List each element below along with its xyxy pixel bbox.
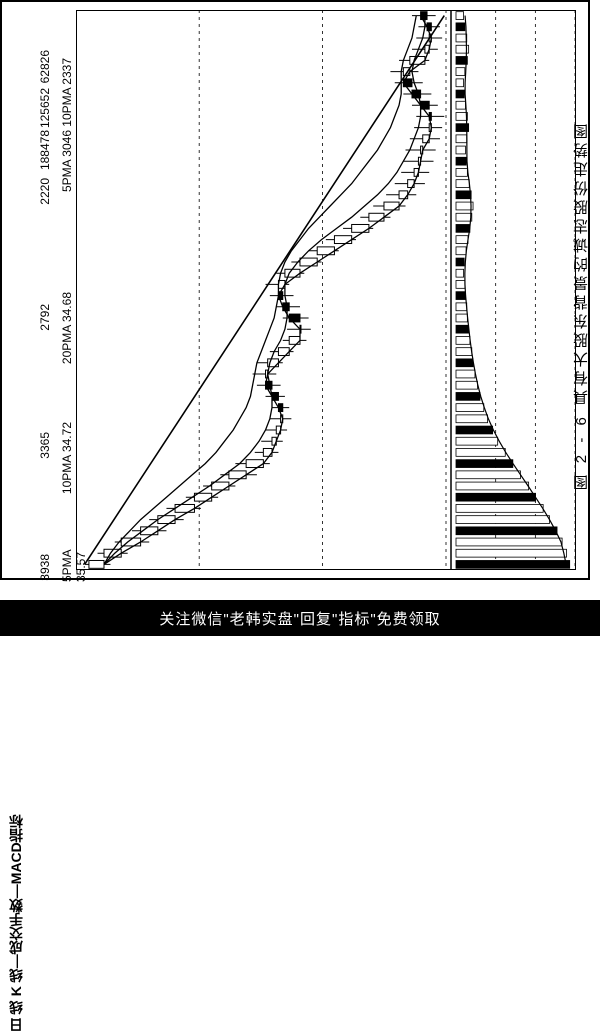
figure-caption: 图 2 - 6 具有大股东背景的诚志股份走势图 [571, 120, 592, 490]
chart-title-vertical: 日 线 K 线—成交手数—MACD指标 [6, 522, 26, 1032]
vol-ma5-label: 5PMA 3046 [60, 130, 74, 192]
kline-chart-svg [76, 10, 576, 570]
footer-pre: 关注微信 [159, 608, 223, 629]
footer-quoted2: "指标" [332, 608, 377, 629]
price-tick-2792: 2792 [38, 304, 52, 331]
page-root: 日 线 K 线—成交手数—MACD指标 3938 3365 2792 2220 … [0, 0, 600, 636]
footer-mid: 回复 [300, 608, 332, 629]
price-tick-2220: 2220 [38, 178, 52, 205]
price-tick-3938: 3938 [38, 554, 52, 581]
vol-tick-62826: 62826 [38, 50, 52, 83]
ma10-label: 10PMA 34.72 [60, 422, 74, 494]
vol-tick-188478: 188478 [38, 130, 52, 170]
price-tick-3365: 3365 [38, 432, 52, 459]
footer-post: 免费领取 [377, 608, 441, 629]
vol-ma10-label: 10PMA 2337 [60, 58, 74, 127]
chart-scan-region: 日 线 K 线—成交手数—MACD指标 3938 3365 2792 2220 … [0, 0, 590, 580]
footer-promo-bar: 关注微信 "老韩实盘" 回复 "指标" 免费领取 [0, 600, 600, 636]
ma20-label: 20PMA 34.68 [60, 292, 74, 364]
footer-quoted1: "老韩实盘" [223, 608, 300, 629]
vol-tick-125652: 125652 [38, 88, 52, 128]
